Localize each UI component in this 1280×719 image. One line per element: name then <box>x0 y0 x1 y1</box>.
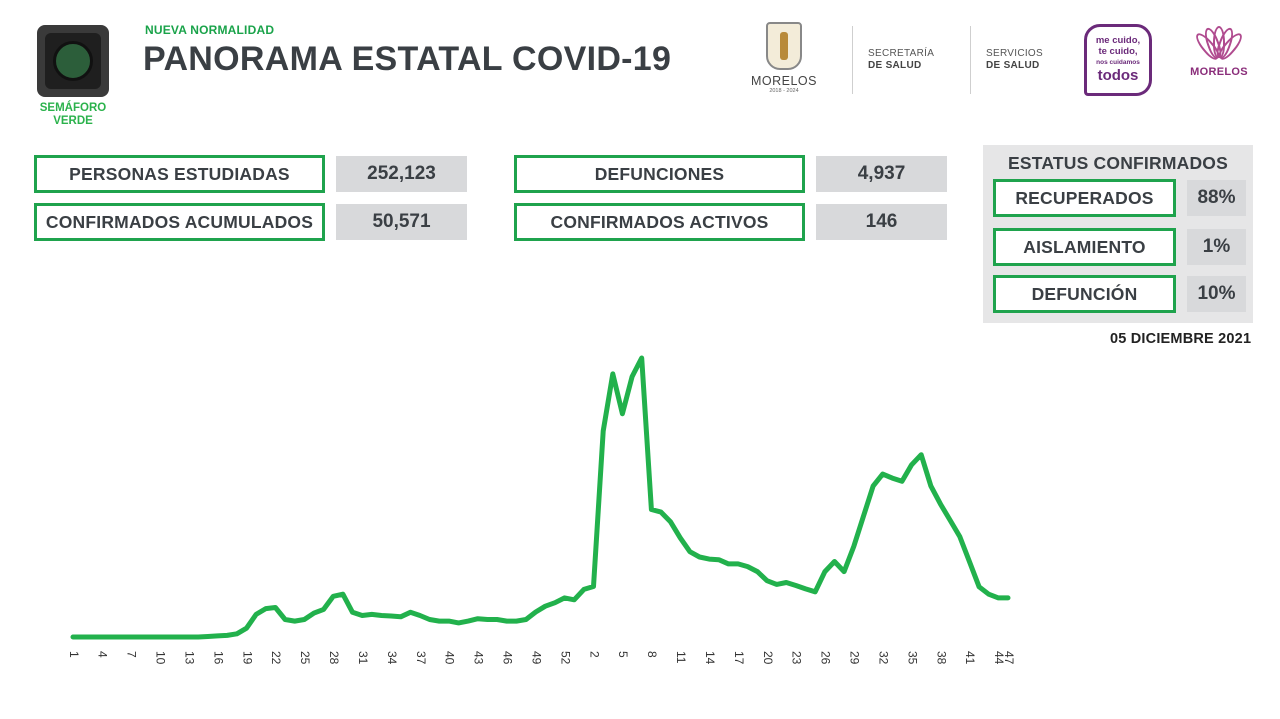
x-tick-label: 23 <box>790 651 804 665</box>
estatus-confirmados-panel: ESTATUS CONFIRMADOS RECUPERADOS 88% AISL… <box>983 145 1253 323</box>
defunciones-value: 4,937 <box>816 156 947 192</box>
semaforo-label-line1: SEMÁFORO <box>39 102 107 114</box>
chart-ticks-layer: 1 4 7 10 13 16 19 22 25 28 31 34 37 40 43 46 49 52 2 5 8 11 14… <box>67 651 1016 665</box>
morelos-government-logo: MORELOS 2018 - 2024 <box>750 22 818 94</box>
recuperados-label: RECUPERADOS <box>993 179 1176 217</box>
x-tick-label: 44 <box>992 651 1006 665</box>
x-tick-label: 10 <box>154 651 168 665</box>
secretaria-line2: DE SALUD <box>868 60 922 71</box>
x-tick-label: 19 <box>240 651 254 665</box>
x-tick-label: 26 <box>819 651 833 665</box>
x-tick-label: 29 <box>848 651 862 665</box>
confirmados-acumulados-label: CONFIRMADOS ACUMULADOS <box>34 203 325 241</box>
page-title: PANORAMA ESTATAL COVID-19 <box>143 40 672 78</box>
report-date: 05 DICIEMBRE 2021 <box>1110 331 1252 347</box>
x-tick-label: 34 <box>385 651 399 665</box>
traffic-light-icon <box>37 25 109 97</box>
x-tick-label: 32 <box>877 651 891 665</box>
x-tick-label: 38 <box>934 651 948 665</box>
x-tick-label: 46 <box>501 651 515 665</box>
header-divider <box>852 26 853 94</box>
x-tick-label: 35 <box>905 651 919 665</box>
x-tick-label: 16 <box>211 651 225 665</box>
morelos-flower-logo: MORELOS <box>1186 22 1252 78</box>
mecuido-line3: nos cuidamos <box>1096 59 1140 66</box>
flower-icon <box>1192 22 1246 66</box>
morelos-logo-years: 2018 - 2024 <box>769 88 799 94</box>
personas-estudiadas-label: PERSONAS ESTUDIADAS <box>34 155 325 193</box>
traffic-light-frame <box>45 33 101 89</box>
personas-estudiadas-value: 252,123 <box>336 156 467 192</box>
green-light-icon <box>53 41 93 81</box>
semaforo-label: SEMÁFORO VERDE <box>34 102 112 128</box>
x-tick-label: 31 <box>356 651 370 665</box>
mecuido-line4: todos <box>1097 67 1139 84</box>
x-tick-label: 47 <box>1002 651 1016 665</box>
x-tick-label: 8 <box>645 651 659 658</box>
x-tick-label: 37 <box>414 651 428 665</box>
x-tick-label: 7 <box>125 651 139 658</box>
recuperados-value: 88% <box>1187 180 1246 216</box>
servicios-line2: DE SALUD <box>986 60 1040 71</box>
page-subtitle: NUEVA NORMALIDAD <box>145 23 275 37</box>
x-tick-label: 40 <box>443 651 457 665</box>
estatus-title: ESTATUS CONFIRMADOS <box>1008 153 1228 173</box>
x-tick-label: 22 <box>269 651 283 665</box>
servicios-salud-logo: SERVICIOS DE SALUD <box>986 48 1043 72</box>
secretaria-line1: SECRETARÍA <box>868 48 935 59</box>
aislamiento-value: 1% <box>1187 229 1246 265</box>
aislamiento-label: AISLAMIENTO <box>993 228 1176 266</box>
header-divider <box>970 26 971 94</box>
x-tick-label: 20 <box>761 651 775 665</box>
series-line <box>70 355 1011 640</box>
servicios-line1: SERVICIOS <box>986 48 1043 59</box>
x-tick-label: 5 <box>616 651 630 658</box>
x-tick-label: 11 <box>674 651 688 664</box>
confirmados-acumulados-value: 50,571 <box>336 204 467 240</box>
morelos-logo-name: MORELOS <box>750 74 817 88</box>
confirmados-activos-label: CONFIRMADOS ACTIVOS <box>514 203 805 241</box>
secretaria-salud-logo: SECRETARÍA DE SALUD <box>868 48 934 72</box>
x-tick-label: 4 <box>96 651 110 658</box>
morelos-shield-icon <box>766 22 802 70</box>
mecuido-line2: te cuido, <box>1098 46 1138 57</box>
x-tick-label: 43 <box>472 651 486 665</box>
x-tick-label: 17 <box>732 651 746 665</box>
x-tick-label: 14 <box>703 651 717 665</box>
cases-line-chart: 1 4 7 10 13 16 19 22 25 28 31 34 37 40 43 46 49 52 2 5 8 11 14… <box>67 355 1016 665</box>
chart-line-layer <box>70 355 1011 640</box>
semaforo-label-line2: VERDE <box>53 115 93 127</box>
x-tick-label: 25 <box>298 651 312 665</box>
confirmados-activos-value: 146 <box>816 204 947 240</box>
defunciones-label: DEFUNCIONES <box>514 155 805 193</box>
me-cuido-logo: me cuido, te cuido, nos cuidamos todos <box>1084 24 1152 96</box>
defuncion-value: 10% <box>1187 276 1246 312</box>
x-tick-label: 2 <box>587 651 601 658</box>
x-tick-label: 1 <box>67 651 81 658</box>
x-tick-label: 41 <box>963 651 977 665</box>
defuncion-label: DEFUNCIÓN <box>993 275 1176 313</box>
x-tick-label: 49 <box>530 651 544 665</box>
mecuido-line1: me cuido, <box>1095 35 1141 46</box>
flor-logo-name: MORELOS <box>1190 66 1248 78</box>
x-tick-label: 28 <box>327 651 341 665</box>
x-tick-label: 52 <box>558 651 572 665</box>
x-tick-label: 13 <box>183 651 197 665</box>
